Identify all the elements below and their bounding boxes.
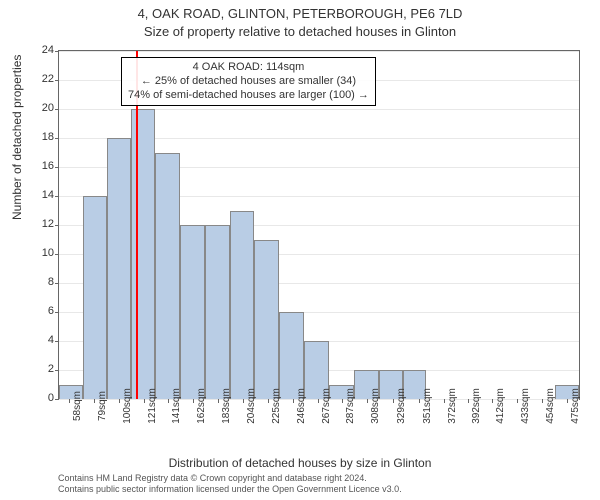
footer-line-1: Contains HM Land Registry data © Crown c… [58,473,402,485]
ytick-mark [55,51,59,52]
xtick-label: 100sqm [122,388,133,424]
histogram-bar [107,138,131,399]
xtick-mark [144,399,145,403]
x-axis-label: Distribution of detached houses by size … [0,456,600,470]
chart-subtitle: Size of property relative to detached ho… [0,23,600,39]
annotation-line-2: ← 25% of detached houses are smaller (34… [128,75,369,89]
xtick-label: 287sqm [345,388,356,424]
ytick-label: 0 [48,392,54,404]
xtick-mark [567,399,568,403]
chart-title: 4, OAK ROAD, GLINTON, PETERBOROUGH, PE6 … [0,0,600,23]
xtick-mark [293,399,294,403]
xtick-mark [193,399,194,403]
xtick-label: 392sqm [471,388,482,424]
ytick-mark [55,341,59,342]
xtick-label: 454sqm [545,388,556,424]
histogram-bar [131,109,155,399]
ytick-mark [55,370,59,371]
xtick-mark [444,399,445,403]
xtick-label: 267sqm [321,388,332,424]
annotation-box: 4 OAK ROAD: 114sqm← 25% of detached hous… [121,57,376,106]
annotation-line-3: 74% of semi-detached houses are larger (… [128,89,369,103]
histogram-bar [83,196,107,399]
xtick-mark [393,399,394,403]
xtick-label: 141sqm [171,388,182,424]
histogram-bar [279,312,304,399]
ytick-label: 18 [42,131,54,143]
ytick-label: 14 [42,189,54,201]
ytick-mark [55,80,59,81]
histogram-bar [254,240,279,400]
xtick-mark [119,399,120,403]
ytick-label: 24 [42,44,54,56]
xtick-mark [468,399,469,403]
ytick-label: 2 [48,363,54,375]
xtick-mark [268,399,269,403]
histogram-bar [230,211,254,400]
xtick-mark [492,399,493,403]
chart-container: 4, OAK ROAD, GLINTON, PETERBOROUGH, PE6 … [0,0,600,500]
y-axis-label: Number of detached properties [10,55,24,220]
ytick-mark [55,138,59,139]
xtick-label: 246sqm [296,388,307,424]
ytick-label: 20 [42,102,54,114]
xtick-mark [318,399,319,403]
ytick-mark [55,225,59,226]
xtick-label: 225sqm [271,388,282,424]
ytick-mark [55,196,59,197]
xtick-mark [168,399,169,403]
xtick-mark [342,399,343,403]
xtick-label: 475sqm [570,388,581,424]
ytick-label: 4 [48,334,54,346]
histogram-bar [205,225,230,399]
xtick-label: 329sqm [396,388,407,424]
footer-line-2: Contains public sector information licen… [58,484,402,496]
xtick-label: 204sqm [246,388,257,424]
xtick-label: 433sqm [520,388,531,424]
xtick-label: 58sqm [72,391,83,421]
ytick-mark [55,399,59,400]
xtick-mark [419,399,420,403]
xtick-label: 351sqm [422,388,433,424]
xtick-mark [69,399,70,403]
histogram-bar [180,225,205,399]
xtick-mark [94,399,95,403]
chart-footer: Contains HM Land Registry data © Crown c… [58,473,402,496]
annotation-line-1: 4 OAK ROAD: 114sqm [128,61,369,75]
xtick-mark [542,399,543,403]
ytick-label: 6 [48,305,54,317]
ytick-label: 22 [42,73,54,85]
ytick-mark [55,254,59,255]
xtick-label: 121sqm [147,388,158,424]
ytick-mark [55,167,59,168]
histogram-bar [155,153,180,400]
ytick-mark [55,312,59,313]
xtick-mark [218,399,219,403]
xtick-mark [243,399,244,403]
ytick-label: 8 [48,276,54,288]
xtick-label: 183sqm [221,388,232,424]
ytick-mark [55,109,59,110]
ytick-mark [55,283,59,284]
xtick-mark [517,399,518,403]
xtick-label: 79sqm [97,391,108,421]
xtick-mark [367,399,368,403]
plot-area: 4 OAK ROAD: 114sqm← 25% of detached hous… [58,50,580,400]
ytick-label: 12 [42,218,54,230]
xtick-label: 162sqm [196,388,207,424]
xtick-label: 372sqm [447,388,458,424]
ytick-label: 10 [42,247,54,259]
xtick-label: 308sqm [370,388,381,424]
ytick-label: 16 [42,160,54,172]
xtick-label: 412sqm [495,388,506,424]
